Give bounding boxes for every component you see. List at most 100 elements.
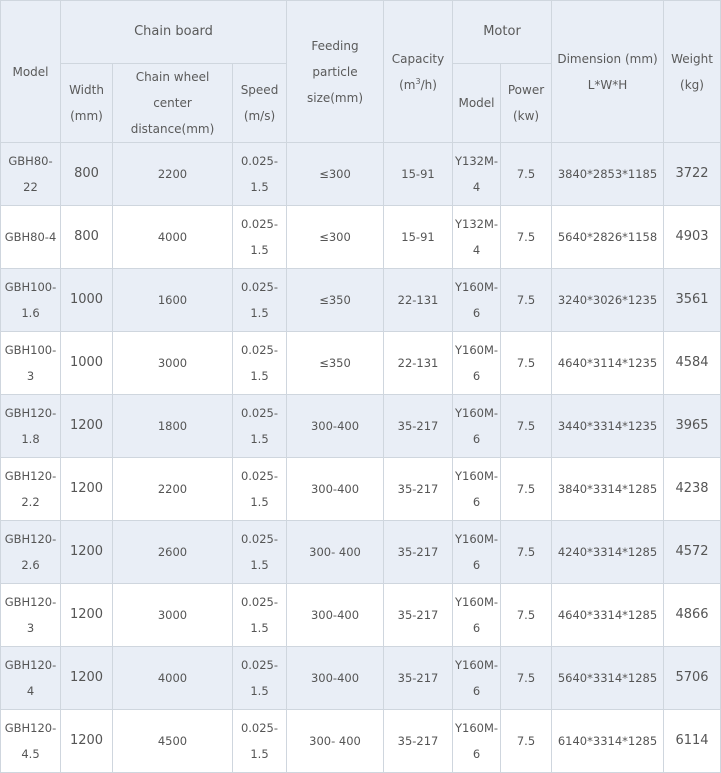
header-model: Model [0, 0, 61, 143]
cell-width: 800 [60, 142, 113, 206]
cell-center-distance: 4000 [112, 205, 233, 269]
cell-speed: 0.025-1.5 [232, 646, 287, 710]
header-weight: Weight (kg) [663, 0, 721, 143]
cell-dimension: 3440*3314*1235 [551, 394, 665, 458]
cell-model: GBH120-4 [0, 646, 61, 710]
cell-speed: 0.025-1.5 [232, 394, 287, 458]
table-row: GBH80-22 800 2200 0.025-1.5 ≤300 15-91 Y132M- 4… [0, 142, 721, 206]
cell-weight: 3965 [663, 394, 721, 458]
cell-dimension: 4240*3314*1285 [551, 520, 665, 584]
cell-capacity: 15-91 [383, 205, 453, 269]
table-header: Model Chain board Feeding particle size(m… [0, 0, 721, 143]
cell-motor-model: Y160M- 6 [452, 268, 501, 332]
cell-weight: 4866 [663, 583, 721, 647]
cell-speed: 0.025-1.5 [232, 268, 287, 332]
cell-motor-model: Y160M- 6 [452, 583, 501, 647]
cell-dimension: 4640*3114*1235 [551, 331, 665, 395]
cell-center-distance: 1800 [112, 394, 233, 458]
header-speed: Speed (m/s) [232, 63, 287, 143]
cell-speed: 0.025-1.5 [232, 205, 287, 269]
cell-motor-model: Y160M- 6 [452, 646, 501, 710]
cell-model: GBH100- 1.6 [0, 268, 61, 332]
cell-model: GBH120- 2.6 [0, 520, 61, 584]
cell-motor-model: Y160M- 6 [452, 394, 501, 458]
table-row: GBH120-3 1200 3000 0.025-1.5 300-400 35-217 Y1… [0, 583, 721, 647]
cell-particle-size: 300-400 [286, 583, 384, 647]
header-chain-wheel-center: Chain wheel center distance(mm) [112, 63, 233, 143]
cell-width: 1000 [60, 331, 113, 395]
header-width: Width (mm) [60, 63, 113, 143]
cell-width: 1200 [60, 457, 113, 521]
cell-speed: 0.025-1.5 [232, 457, 287, 521]
cell-motor-model: Y132M- 4 [452, 205, 501, 269]
cell-capacity: 35-217 [383, 520, 453, 584]
table-row: GBH120- 4.5 1200 4500 0.025-1.5 300- 400 35-21… [0, 709, 721, 773]
cell-capacity: 35-217 [383, 394, 453, 458]
cell-power: 7.5 [499, 583, 553, 647]
cell-motor-model: Y132M- 4 [452, 142, 501, 206]
header-chain-board: Chain board [60, 0, 287, 64]
cell-center-distance: 4000 [112, 646, 233, 710]
cell-dimension: 3240*3026*1235 [551, 268, 665, 332]
cell-width: 1200 [60, 709, 113, 773]
header-motor: Motor [451, 0, 553, 64]
cell-particle-size: 300-400 [286, 457, 384, 521]
cell-width: 1200 [60, 646, 113, 710]
cell-weight: 3722 [663, 142, 721, 206]
cell-width: 1200 [60, 394, 113, 458]
cell-model: GBH80-22 [0, 142, 61, 206]
cell-model: GBH120- 4.5 [0, 709, 61, 773]
cell-speed: 0.025-1.5 [232, 331, 287, 395]
cell-power: 7.5 [499, 142, 553, 206]
cell-dimension: 3840*3314*1285 [551, 457, 665, 521]
cell-model: GBH120-3 [0, 583, 61, 647]
cell-capacity: 22-131 [383, 268, 453, 332]
cell-power: 7.5 [499, 268, 553, 332]
cell-particle-size: 300- 400 [286, 520, 384, 584]
cell-center-distance: 2600 [112, 520, 233, 584]
cell-width: 1000 [60, 268, 113, 332]
cell-model: GBH120- 1.8 [0, 394, 61, 458]
cell-center-distance: 4500 [112, 709, 233, 773]
cell-model: GBH80-4 [0, 205, 61, 269]
cell-capacity: 22-131 [383, 331, 453, 395]
cell-center-distance: 1600 [112, 268, 233, 332]
cell-motor-model: Y160M- 6 [452, 709, 501, 773]
table-row: GBH120-4 1200 4000 0.025-1.5 300-400 35-217 Y1… [0, 646, 721, 710]
cell-center-distance: 2200 [112, 457, 233, 521]
cell-weight: 5706 [663, 646, 721, 710]
cell-motor-model: Y160M- 6 [452, 520, 501, 584]
cell-dimension: 5640*3314*1285 [551, 646, 665, 710]
table-row: GBH120- 1.8 1200 1800 0.025-1.5 300-400 35-217… [0, 394, 721, 458]
cell-weight: 4584 [663, 331, 721, 395]
cell-speed: 0.025-1.5 [232, 520, 287, 584]
header-feeding-particle: Feeding particle size(mm) [286, 0, 384, 143]
cell-power: 7.5 [499, 520, 553, 584]
cell-dimension: 3840*2853*1185 [551, 142, 665, 206]
cell-center-distance: 2200 [112, 142, 233, 206]
table-row: GBH100- 1.6 1000 1600 0.025-1.5 ≤350 22-131 Y16… [0, 268, 721, 332]
cell-particle-size: ≤350 [286, 268, 384, 332]
cell-width: 1200 [60, 520, 113, 584]
cell-power: 7.5 [499, 394, 553, 458]
cell-dimension: 5640*2826*1158 [551, 205, 665, 269]
cell-weight: 6114 [663, 709, 721, 773]
cell-width: 800 [60, 205, 113, 269]
cell-center-distance: 3000 [112, 583, 233, 647]
cell-speed: 0.025-1.5 [232, 583, 287, 647]
cell-motor-model: Y160M- 6 [452, 331, 501, 395]
cell-weight: 3561 [663, 268, 721, 332]
cell-dimension: 4640*3314*1285 [551, 583, 665, 647]
header-capacity: Capacity (m3/h) [383, 0, 453, 143]
cell-motor-model: Y160M- 6 [452, 457, 501, 521]
cell-center-distance: 3000 [112, 331, 233, 395]
cell-speed: 0.025-1.5 [232, 709, 287, 773]
cell-model: GBH120- 2.2 [0, 457, 61, 521]
cell-particle-size: 300-400 [286, 394, 384, 458]
cell-width: 1200 [60, 583, 113, 647]
cell-capacity: 15-91 [383, 142, 453, 206]
header-power: Power (kw) [499, 63, 553, 143]
table-row: GBH120- 2.6 1200 2600 0.025-1.5 300- 400 35-21… [0, 520, 721, 584]
cell-model: GBH100-3 [0, 331, 61, 395]
